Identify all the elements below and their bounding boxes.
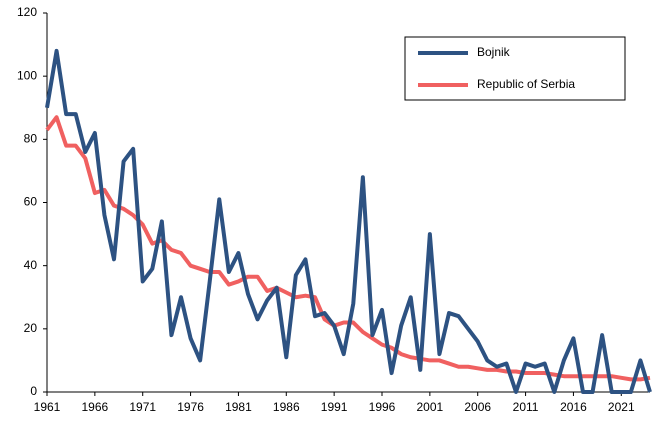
y-tick-label: 20 — [24, 321, 38, 335]
x-tick-label: 1986 — [273, 400, 300, 414]
legend-label: Bojnik — [477, 45, 511, 59]
x-tick-label: 2021 — [608, 400, 635, 414]
y-tick-label: 60 — [24, 195, 38, 209]
x-tick-label: 2006 — [464, 400, 491, 414]
x-tick-label: 2001 — [417, 400, 444, 414]
x-tick-label: 1996 — [369, 400, 396, 414]
legend-box — [404, 36, 626, 101]
x-tick-label: 1966 — [82, 400, 109, 414]
line-series — [45, 48, 652, 394]
y-tick-label: 120 — [17, 5, 37, 19]
x-tick-label: 2011 — [513, 400, 539, 414]
y-tick-label: 40 — [24, 258, 38, 272]
line-series — [45, 115, 651, 382]
x-tick-label: 2016 — [560, 400, 587, 414]
x-tick-label: 1976 — [177, 400, 204, 414]
x-tick-label: 1961 — [34, 400, 61, 414]
y-tick-label: 100 — [17, 68, 37, 82]
x-tick-label: 1971 — [129, 400, 156, 414]
legend-label: Republic of Serbia — [477, 77, 575, 91]
x-tick-label: 1981 — [225, 400, 252, 414]
x-tick-label: 1991 — [321, 400, 348, 414]
y-tick-label: 0 — [30, 384, 37, 398]
y-tick-label: 80 — [24, 132, 38, 146]
